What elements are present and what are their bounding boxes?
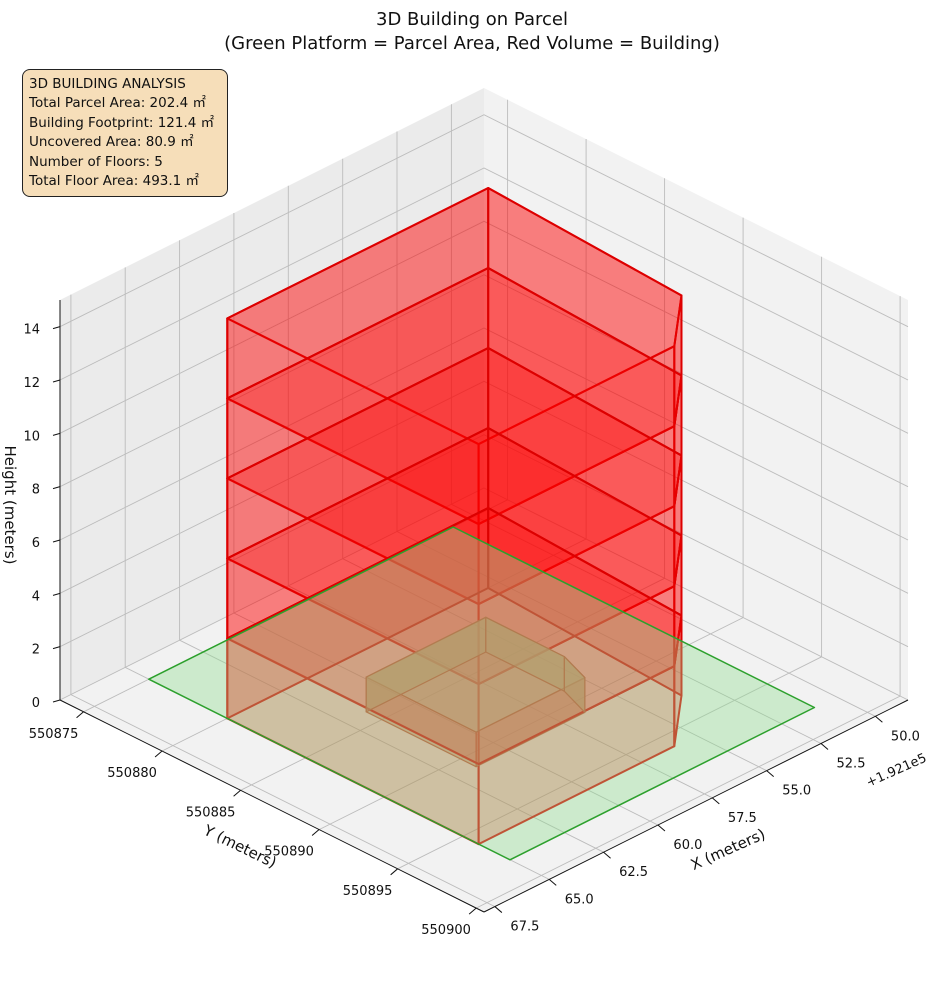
x-offset-label: +1.921e5 (864, 751, 929, 791)
z-tick-label: 6 (32, 536, 40, 551)
x-tick-label: 52.5 (837, 757, 866, 772)
z-gridline (59, 220, 909, 434)
info-building-footprint: Building Footprint: 121.4 ㎡ (29, 114, 215, 131)
z-tick-mark (52, 486, 61, 490)
z-tick-label: 14 (23, 323, 40, 338)
z-tick-label: 2 (32, 643, 40, 658)
back-pane-y (60, 88, 484, 700)
x-tick-label: 62.5 (619, 865, 648, 880)
x-tick-mark (875, 715, 883, 723)
x-tick-label: 60.0 (673, 838, 702, 853)
z-tick-mark (52, 326, 61, 330)
y-tick-mark (468, 907, 477, 915)
building-scene (148, 187, 816, 861)
z-gridline (59, 487, 909, 701)
z-gridline (59, 114, 909, 328)
z-tick-label: 12 (23, 376, 40, 391)
x-tick-mark (603, 851, 611, 859)
y-tick-label: 550885 (186, 805, 236, 820)
x-tick-label: 50.0 (891, 729, 920, 744)
z-gridline (59, 327, 909, 541)
y-tick-label: 550890 (264, 845, 314, 860)
floor-1-wall (487, 507, 683, 697)
back-pane-x (484, 88, 908, 700)
x-tick-mark (820, 743, 829, 750)
chart-subtitle: (Green Platform = Parcel Area, Red Volum… (224, 33, 720, 54)
y-tick-mark (154, 750, 163, 758)
axis-lines (52, 300, 909, 915)
info-total-floor-area: Total Floor Area: 493.1 ㎡ (29, 173, 200, 190)
annex-wall (485, 616, 565, 692)
x-tick-mark (548, 879, 557, 886)
grid-lines (59, 99, 909, 909)
z-tick-label: 10 (23, 429, 40, 444)
z-tick-mark (52, 379, 61, 383)
analysis-info-box: 3D BUILDING ANALYSIS Total Parcel Area: … (22, 69, 228, 197)
x-tick-label: 65.0 (565, 892, 594, 907)
z-tick-mark (52, 646, 61, 650)
y-axis-line (59, 699, 485, 913)
x-tick-mark (711, 797, 720, 805)
tick-labels: 50.0 52.5 55.0 57.5 60.0 62.5 65.0 67.5 550875 55… (23, 323, 919, 938)
y-tick-mark (390, 868, 398, 876)
z-tick-mark (52, 699, 61, 703)
y-tick-label: 550900 (421, 923, 471, 938)
x-tick-label: 55.0 (782, 784, 811, 799)
z-gridline (59, 380, 909, 594)
y-tick-mark (311, 829, 320, 836)
info-number-of-floors: Number of Floors: 5 (29, 153, 163, 170)
z-tick-mark (52, 432, 61, 436)
z-tick-label: 0 (32, 696, 40, 711)
y-tick-mark (76, 711, 84, 719)
x-tick-mark (494, 906, 503, 913)
x-tick-mark (657, 824, 666, 832)
z-tick-label: 8 (32, 483, 40, 498)
chart-title: 3D Building on Parcel (376, 9, 568, 30)
z-gridline (59, 274, 909, 488)
y-tick-label: 550875 (29, 727, 79, 742)
z-axis-label: Height (meters) (1, 446, 19, 565)
z-gridline (59, 434, 909, 648)
y-tick-label: 550880 (107, 766, 157, 781)
y-tick-mark (233, 789, 241, 797)
x-axis-line (483, 699, 909, 913)
z-tick-mark (52, 539, 61, 543)
z-tick-label: 4 (32, 589, 40, 604)
x-tick-label: 57.5 (728, 811, 757, 826)
z-tick-mark (52, 592, 61, 596)
info-total-parcel-area: Total Parcel Area: 202.4 ㎡ (29, 95, 206, 112)
x-tick-label: 67.5 (510, 920, 539, 935)
parcel-platform (148, 526, 816, 861)
x-tick-mark (766, 770, 774, 778)
y-tick-label: 550895 (343, 884, 393, 899)
info-title: 3D BUILDING ANALYSIS (29, 76, 186, 92)
z-gridline (59, 167, 909, 381)
info-uncovered-area: Uncovered Area: 80.9 ㎡ (29, 134, 194, 151)
